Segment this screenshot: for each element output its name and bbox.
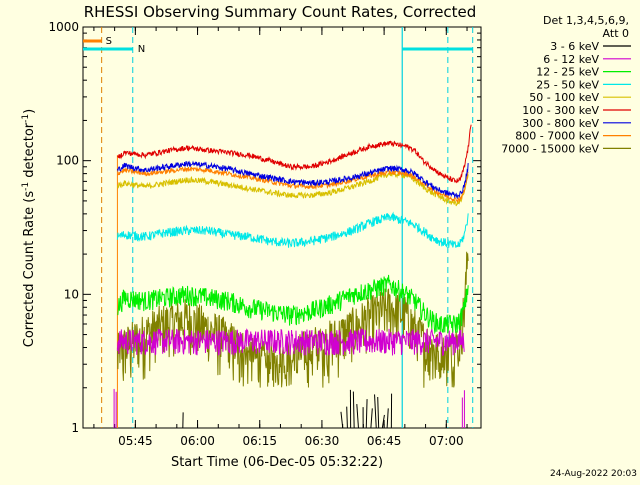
x-tick-label: 06:30 <box>305 434 340 448</box>
y-tick-label: 100 <box>56 154 79 168</box>
y-axis-label-mid: detector <box>22 122 37 182</box>
legend-label: 12 - 25 keV <box>536 66 599 79</box>
y-axis-label-end: ) <box>22 109 37 114</box>
legend-label: 50 - 100 keV <box>529 91 599 104</box>
y-tick-label: 10 <box>64 287 79 301</box>
y-tick-label: 1000 <box>48 20 79 34</box>
legend-header-line: Att 0 <box>603 27 629 40</box>
legend-label: 100 - 300 keV <box>522 104 599 117</box>
x-tick-label: 06:00 <box>180 434 215 448</box>
x-tick-label: 06:15 <box>242 434 277 448</box>
y-tick-label: 1 <box>71 421 79 435</box>
x-tick-label: 07:00 <box>429 434 464 448</box>
legend-label: 300 - 800 keV <box>522 117 599 130</box>
x-axis-label: Start Time (06-Dec-05 05:32:22) <box>171 455 383 470</box>
y-axis-label-sup2: -1 <box>21 114 31 123</box>
legend-label: 800 - 7000 keV <box>515 130 599 143</box>
chart-title: RHESSI Observing Summary Count Rates, Co… <box>84 3 477 21</box>
x-tick-label: 05:45 <box>118 434 153 448</box>
legend-label: 25 - 50 keV <box>536 78 599 91</box>
y-axis-label-sup1: -1 <box>21 182 31 191</box>
saa-label: S <box>106 36 112 47</box>
legend-label: 6 - 12 keV <box>543 53 599 66</box>
night-label: N <box>138 44 145 55</box>
series-line-3-6-kev-spike <box>347 407 348 428</box>
legend-label: 3 - 6 keV <box>550 40 599 53</box>
legend-header-line: Det 1,3,4,5,6,9, <box>543 14 629 27</box>
footer-timestamp: 24-Aug-2022 20:03 <box>550 469 637 479</box>
x-tick-label: 06:45 <box>367 434 402 448</box>
y-axis-label-main: Corrected Count Rate (s <box>22 191 37 348</box>
legend-label: 7000 - 15000 keV <box>501 142 599 155</box>
y-axis-label: Corrected Count Rate (s-1 detector-1) <box>21 109 37 347</box>
